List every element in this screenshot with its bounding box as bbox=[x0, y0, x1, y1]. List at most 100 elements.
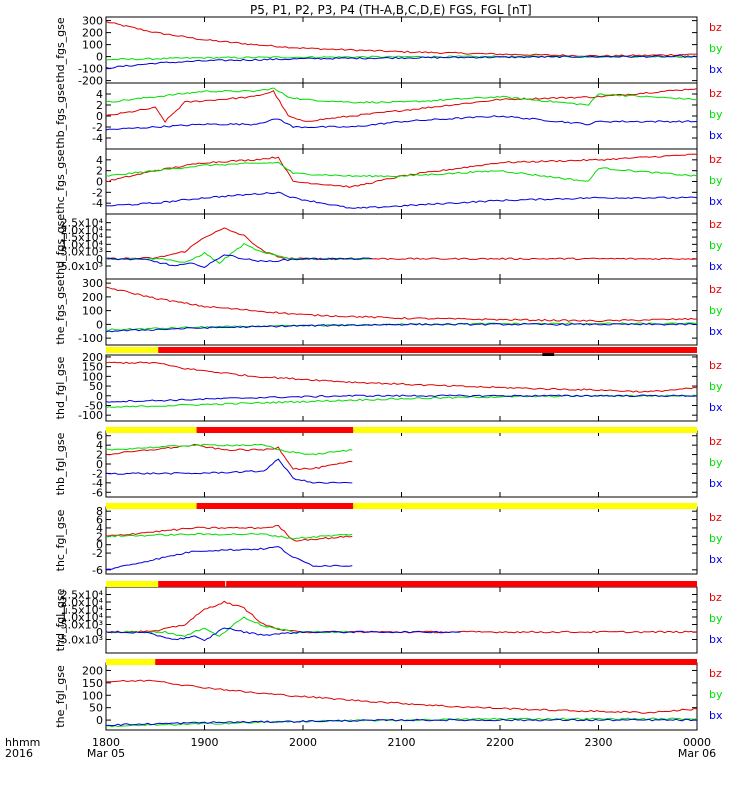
y-tick-label: 0 bbox=[96, 390, 103, 403]
series-line-bx bbox=[105, 115, 698, 131]
series-line-bz bbox=[105, 679, 698, 714]
legend-bx: bx bbox=[709, 477, 723, 490]
series-line-bx bbox=[105, 191, 698, 209]
legend-by: by bbox=[709, 456, 723, 469]
series-line-bx bbox=[105, 323, 698, 333]
y-tick-label: 4 bbox=[96, 88, 103, 101]
panel-frame bbox=[105, 278, 698, 346]
legend-bx: bx bbox=[709, 401, 723, 414]
y-tick-label: 100 bbox=[82, 305, 103, 318]
y-axis-label: the_fgs_gse bbox=[54, 279, 67, 344]
status-bar-segment bbox=[106, 503, 197, 509]
legend-by: by bbox=[709, 304, 723, 317]
legend-by: by bbox=[709, 532, 723, 545]
y-axis-label: thb_fgl_gse bbox=[54, 432, 67, 495]
y-tick-label: 100 bbox=[82, 370, 103, 383]
legend-by: by bbox=[709, 239, 723, 252]
series-line-by bbox=[105, 322, 698, 331]
y-tick-label: 0 bbox=[96, 253, 103, 266]
x-tick-label: 2000 bbox=[289, 736, 317, 749]
legend-bz: bz bbox=[709, 283, 722, 296]
y-tick-label: -2 bbox=[92, 121, 103, 134]
status-bar-segment bbox=[353, 427, 697, 433]
y-axis-label: thd_fgs_gse bbox=[54, 17, 67, 83]
y-tick-label: 4 bbox=[96, 439, 103, 452]
y-tick-label: -5.0x10³ bbox=[57, 634, 103, 647]
x-tick-label: 2100 bbox=[388, 736, 416, 749]
y-tick-label: -4 bbox=[92, 477, 103, 490]
panel-frame bbox=[105, 354, 698, 422]
y-tick-label: 200 bbox=[82, 291, 103, 304]
series-line-bz bbox=[105, 227, 698, 261]
panel-frame bbox=[105, 506, 698, 575]
y-tick-label: 6 bbox=[96, 430, 103, 443]
x-axis-label-hhmm: hhmm bbox=[5, 736, 40, 749]
y-tick-label: 8 bbox=[96, 505, 103, 518]
y-tick-label: -2 bbox=[92, 547, 103, 560]
y-axis-label: thc_fgs_gse bbox=[54, 149, 67, 214]
y-tick-label: 200 bbox=[82, 351, 103, 364]
status-bar-segment bbox=[196, 503, 354, 509]
y-tick-label: -50 bbox=[85, 399, 103, 412]
series-line-bz bbox=[106, 524, 353, 542]
status-bar-segment bbox=[158, 581, 226, 587]
legend-bx: bx bbox=[709, 63, 723, 76]
y-tick-label: 4 bbox=[96, 522, 103, 535]
y-tick-label: -2 bbox=[92, 186, 103, 199]
y-tick-label: 200 bbox=[82, 27, 103, 40]
status-bar-segment bbox=[155, 659, 697, 665]
y-tick-label: 0 bbox=[96, 176, 103, 189]
y-axis-label: thd_fgs_gse bbox=[54, 214, 67, 280]
x-tick-label: 1800 bbox=[92, 736, 120, 749]
status-bar-segment bbox=[106, 427, 197, 433]
y-tick-label: 300 bbox=[82, 277, 103, 290]
y-tick-label: 300 bbox=[82, 15, 103, 28]
y-tick-label: 1.0x10⁴ bbox=[61, 238, 104, 251]
y-tick-label: 2 bbox=[96, 449, 103, 462]
series-line-by bbox=[105, 616, 353, 637]
legend-by: by bbox=[709, 688, 723, 701]
x-tick-label: 0000 bbox=[683, 736, 711, 749]
y-axis-label: thc_fgl_gse bbox=[54, 509, 67, 571]
legend-bx: bx bbox=[709, 260, 723, 273]
y-tick-label: -200 bbox=[78, 75, 103, 88]
y-tick-label: -100 bbox=[78, 63, 103, 76]
status-bar-segment bbox=[158, 347, 697, 353]
series-line-bz bbox=[105, 286, 698, 322]
series-line-bx bbox=[105, 55, 698, 69]
status-bar-mark bbox=[542, 353, 555, 356]
y-tick-label: 4 bbox=[96, 154, 103, 167]
series-line-bx bbox=[105, 546, 353, 570]
y-tick-label: 2.0x10⁴ bbox=[61, 596, 104, 609]
y-tick-label: -4 bbox=[92, 132, 103, 145]
y-tick-label: 6 bbox=[96, 514, 103, 527]
y-tick-label: 1.5x10⁴ bbox=[61, 231, 104, 244]
y-tick-label: 0 bbox=[96, 51, 103, 64]
legend-bz: bz bbox=[709, 218, 722, 231]
series-line-by bbox=[105, 242, 372, 265]
series-line-by bbox=[105, 532, 353, 540]
y-tick-label: 2 bbox=[96, 165, 103, 178]
legend-bz: bz bbox=[709, 153, 722, 166]
legend-bx: bx bbox=[709, 195, 723, 208]
y-tick-label: -100 bbox=[78, 332, 103, 345]
legend-bx: bx bbox=[709, 633, 723, 646]
series-line-bz bbox=[105, 443, 353, 471]
x-tick-date-label: Mar 05 bbox=[87, 747, 125, 760]
panel-frame bbox=[105, 213, 698, 280]
y-tick-label: 50 bbox=[89, 702, 103, 715]
y-tick-label: 100 bbox=[82, 689, 103, 702]
legend-bz: bz bbox=[709, 511, 722, 524]
status-bar-segment bbox=[196, 427, 354, 433]
y-tick-label: -5.0x10³ bbox=[57, 260, 103, 273]
legend-by: by bbox=[709, 174, 723, 187]
panel-frame bbox=[105, 430, 698, 498]
series-line-by bbox=[105, 161, 698, 182]
legend-by: by bbox=[709, 108, 723, 121]
status-bar-segment bbox=[106, 659, 156, 665]
y-tick-label: 1.5x10⁴ bbox=[61, 604, 104, 617]
x-tick-label: 2200 bbox=[486, 736, 514, 749]
y-tick-label: 100 bbox=[82, 39, 103, 52]
y-tick-label: 200 bbox=[82, 664, 103, 677]
series-line-bx bbox=[105, 627, 461, 642]
